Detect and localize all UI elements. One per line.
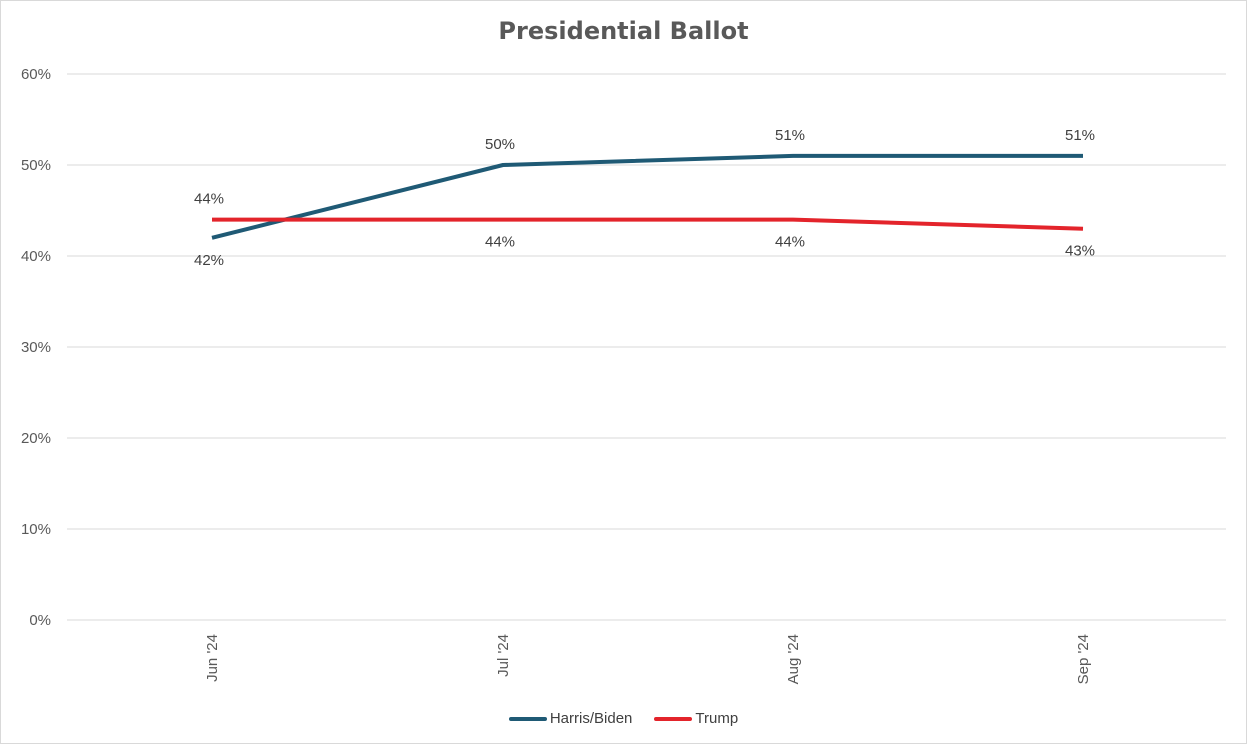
legend-swatch-trump bbox=[654, 716, 693, 721]
legend-label-harris-biden: Harris/Biden bbox=[549, 710, 633, 727]
data-label: 42% bbox=[194, 252, 224, 269]
series-line-harris-biden bbox=[211, 153, 1083, 240]
data-label: 50% bbox=[485, 136, 515, 153]
x-tick-label: Jul '24 bbox=[495, 634, 512, 677]
legend-swatch-harris-biden bbox=[508, 716, 547, 721]
chart-title: Presidential Ballot bbox=[498, 17, 749, 45]
legend-item-trump: Trump bbox=[654, 710, 738, 727]
series-lines bbox=[211, 153, 1084, 240]
x-tick-label: Sep '24 bbox=[1075, 634, 1092, 684]
data-label: 43% bbox=[1065, 243, 1095, 260]
y-tick-label: 20% bbox=[21, 430, 51, 447]
data-label: 44% bbox=[485, 234, 515, 251]
data-labels: 42% 50% 51% 51% 44% 44% 44% 43% bbox=[194, 127, 1095, 269]
series-line-trump bbox=[212, 217, 1084, 231]
data-label: 51% bbox=[775, 127, 805, 144]
grid-lines bbox=[67, 73, 1226, 621]
data-label: 51% bbox=[1065, 127, 1095, 144]
y-tick-label: 60% bbox=[21, 66, 51, 83]
y-tick-label: 10% bbox=[21, 521, 51, 538]
data-label: 44% bbox=[775, 234, 805, 251]
x-tick-label: Jun '24 bbox=[204, 634, 221, 682]
x-axis-ticks: Jun '24 Jul '24 Aug '24 Sep '24 bbox=[204, 634, 1092, 684]
y-tick-label: 30% bbox=[21, 339, 51, 356]
y-tick-label: 50% bbox=[21, 157, 51, 174]
data-label: 44% bbox=[194, 191, 224, 208]
legend: Harris/Biden Trump bbox=[1, 710, 1246, 727]
y-axis-ticks: 0% 10% 20% 30% 40% 50% 60% bbox=[21, 66, 51, 629]
legend-item-harris-biden: Harris/Biden bbox=[508, 710, 633, 727]
y-tick-label: 0% bbox=[29, 612, 51, 629]
x-tick-label: Aug '24 bbox=[785, 634, 802, 684]
legend-label-trump: Trump bbox=[695, 710, 739, 727]
y-tick-label: 40% bbox=[21, 248, 51, 265]
